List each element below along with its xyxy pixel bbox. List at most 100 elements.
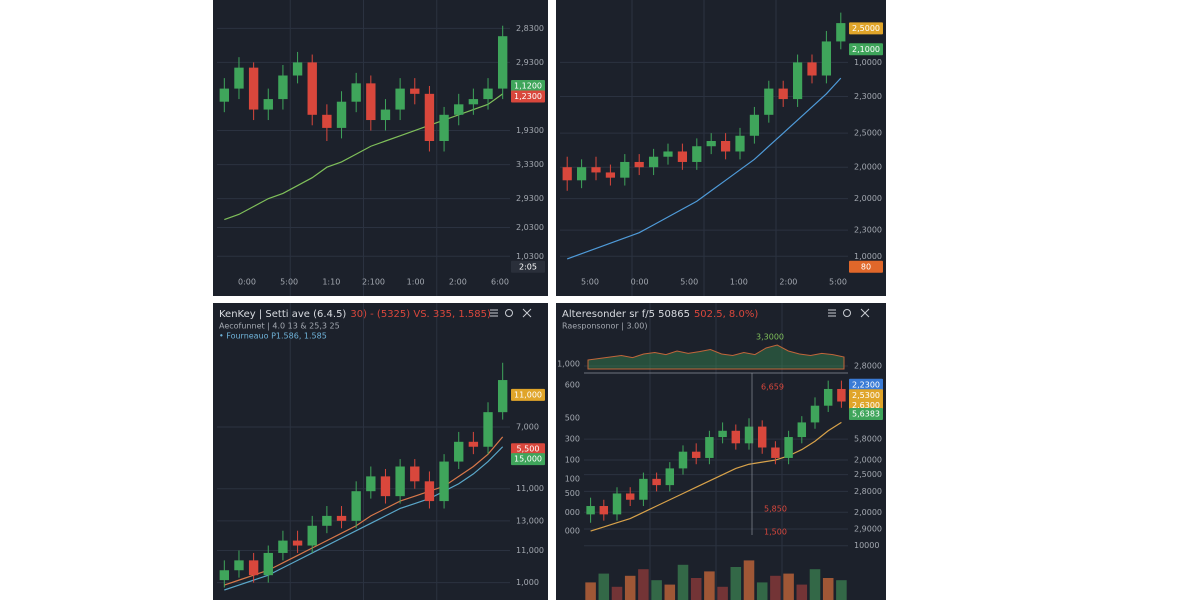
candle-body — [810, 405, 820, 423]
candle-body — [749, 114, 760, 136]
candle-body — [351, 491, 361, 521]
chart-title: KenKey | Setti ave (6.4.5) 30) - (5325) V… — [219, 309, 491, 320]
volume-bar — [664, 584, 676, 600]
candle-body — [468, 441, 479, 447]
x-tick-label: 5:00 — [280, 278, 298, 287]
price-tag — [511, 453, 545, 466]
candle-body — [380, 109, 391, 121]
x-tick-label: 2:00 — [449, 278, 467, 287]
candle-body — [336, 515, 347, 521]
y-tick-label: 11,000 — [516, 546, 544, 555]
y-tick-label: 2,3000 — [854, 92, 882, 101]
x-tick-label: 5:00 — [829, 278, 847, 287]
candle-body — [757, 426, 767, 448]
candle-body — [706, 141, 716, 147]
y2-tick-label: 100 — [565, 474, 580, 483]
candle-body — [792, 62, 803, 100]
y-tick-label: 10000 — [854, 541, 879, 550]
candle-body — [248, 560, 259, 576]
x-tick-label: 6:00 — [491, 278, 509, 287]
candle-body — [497, 36, 508, 89]
price-tag — [849, 378, 883, 391]
chart-panel: 2,8300 2,9300 1,9300 3,3300 2,9300 2,0300 1,03… — [213, 0, 548, 296]
price-tag-label: 5,500 — [517, 445, 540, 454]
volume-bar — [690, 578, 702, 600]
candle-body — [836, 23, 846, 42]
close-icon[interactable] — [860, 308, 870, 318]
y-tick-label: 2,8000 — [854, 361, 882, 370]
panel-background — [213, 0, 548, 296]
annotation: 6,659 — [761, 383, 784, 392]
volume-bar — [717, 586, 728, 600]
y2-tick-label: 500 — [565, 489, 580, 498]
y2-tick-label: 300 — [565, 435, 580, 444]
candle-body — [336, 101, 347, 128]
y-tick-label: 2,9300 — [516, 194, 544, 203]
candle-body — [263, 99, 273, 110]
y-tick-label: 2,8300 — [516, 24, 544, 33]
candle-body — [278, 540, 288, 553]
y-tick-label: 1,0000 — [854, 58, 882, 67]
candle-body — [665, 468, 675, 486]
candle-body — [219, 570, 230, 581]
candle-body — [380, 476, 391, 497]
legend-text: • Fourneauo P1.586, 1.585 — [219, 332, 327, 341]
candle-body — [562, 167, 572, 181]
volume-bar — [730, 567, 742, 600]
candle-body — [605, 172, 616, 178]
candle-body — [823, 388, 833, 406]
title-extra: 30) - (5325) VS. 335, 1.585) — [350, 309, 491, 320]
price-tag — [511, 79, 545, 92]
overview-area — [587, 344, 845, 370]
volume-bar — [585, 582, 596, 600]
candle-body — [634, 161, 644, 168]
volume-bar — [611, 586, 623, 600]
candle-body — [307, 62, 317, 115]
candle-body — [424, 93, 435, 141]
x-tick-label: 1:00 — [730, 278, 748, 287]
candle-body — [278, 75, 288, 100]
candle-body — [764, 88, 774, 115]
annotation: 3,3000 — [756, 333, 784, 342]
price-tag — [511, 443, 545, 456]
moving-average-line — [224, 93, 504, 221]
y-tick-label: 2,5000 — [854, 129, 882, 138]
candle-body — [483, 412, 493, 447]
chart-panel: 2,8000 5,8000 2,0000 2,5000 2,8000 2,0000 2,90… — [556, 303, 886, 600]
search-icon[interactable] — [505, 309, 513, 317]
volume-bar — [704, 571, 715, 600]
close-icon[interactable] — [522, 308, 532, 318]
moving-average-line — [590, 421, 842, 532]
y-tick-label: 2,0000 — [854, 508, 882, 517]
price-tag — [849, 408, 883, 421]
volume-bar — [677, 564, 689, 600]
price-tag-label: 2:05 — [519, 262, 537, 271]
candle-body — [691, 451, 701, 458]
candle-body — [648, 156, 659, 168]
title-main: KenKey | Setti ave (6.4.5) — [219, 309, 346, 320]
price-tag — [849, 43, 883, 56]
y-tick-label: 13,000 — [516, 516, 544, 525]
x-tick-label: 1:10 — [322, 278, 340, 287]
x-tick-label: 5:00 — [581, 278, 599, 287]
search-icon[interactable] — [843, 309, 851, 317]
candle-body — [322, 515, 332, 526]
candle-body — [483, 88, 493, 100]
volume-bar — [770, 575, 781, 600]
y2-tick-label: 000 — [565, 527, 580, 536]
candle-body — [837, 388, 846, 402]
candle-body — [771, 447, 780, 458]
volume-bar — [822, 578, 834, 600]
candle-body — [612, 493, 622, 515]
y2-tick-label: 100 — [565, 456, 580, 465]
y-tick-label: 2,9300 — [516, 58, 544, 67]
candle-body — [778, 88, 788, 100]
y-tick-label: 2,5000 — [854, 470, 882, 479]
price-tag-label: 2,2300 — [852, 380, 880, 389]
y-tick-label: 7,000 — [516, 422, 539, 431]
panel-background — [556, 303, 886, 600]
candle-body — [720, 141, 731, 152]
volume-bar — [783, 573, 794, 600]
candle-body — [468, 99, 479, 105]
candle-body — [705, 437, 714, 458]
